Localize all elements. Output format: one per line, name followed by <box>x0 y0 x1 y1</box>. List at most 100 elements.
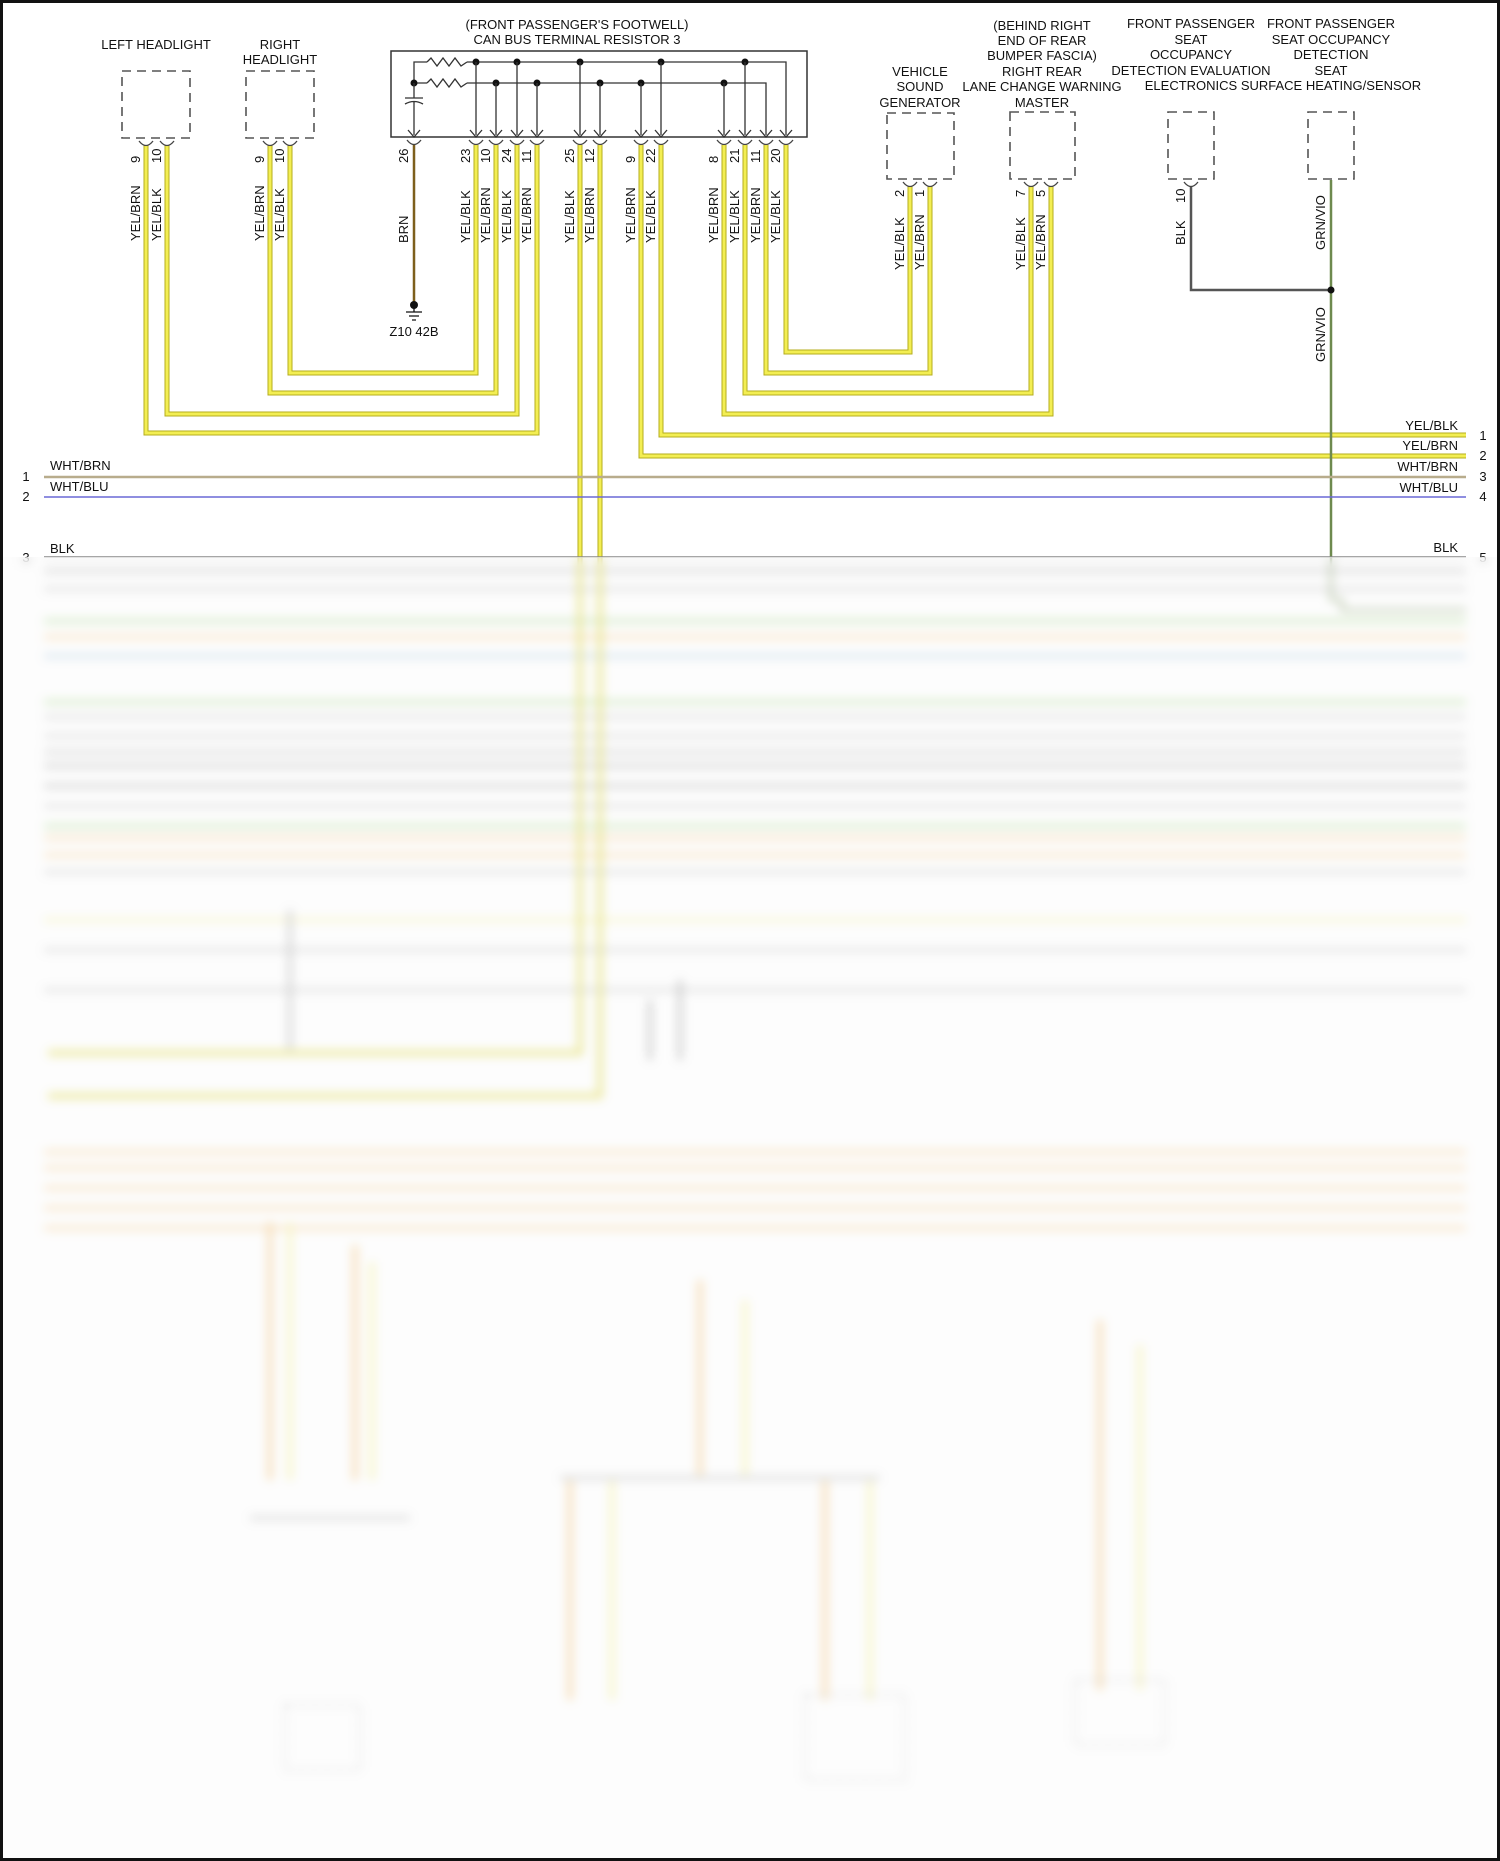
connector-pin-icon <box>716 139 732 146</box>
connector-pin-icon <box>282 140 298 147</box>
pin-arrow-icon <box>717 129 731 138</box>
ground-icon <box>406 305 422 321</box>
can-bus-wire-edge <box>287 145 479 376</box>
lane-change-warning-master-label: LANE CHANGE WARNING <box>962 79 1121 94</box>
left-connector-wire-label: WHT/BLU <box>50 479 109 494</box>
occupancy-evaluation-label: SEAT <box>1175 32 1208 47</box>
can-bus-wire-edge <box>267 145 499 396</box>
pin-number: 10 <box>478 149 493 163</box>
labels: LEFT HEADLIGHT 9 YEL/BRN 10 YEL/BLK RIGHTHEAD… <box>22 16 1486 565</box>
components <box>121 50 1355 321</box>
can-resistor-label: CAN BUS TERMINAL RESISTOR 3 <box>473 32 680 47</box>
pin-arrow-icon <box>469 129 483 138</box>
wire-color-label: BLK <box>1173 220 1188 245</box>
connector-pin-icon <box>633 139 649 146</box>
vehicle-sound-generator-label: GENERATOR <box>879 95 960 110</box>
wire-color-label: YEL/BLK <box>499 190 514 243</box>
wire-color-label: YEL/BLK <box>458 190 473 243</box>
occupancy-evaluation-label: DETECTION EVALUATION <box>1111 63 1270 78</box>
pin-arrow-icon <box>407 129 421 138</box>
can-bus-wire <box>144 145 539 435</box>
can-bus-wire <box>784 145 912 354</box>
capacitor-icon <box>404 83 424 135</box>
occupancy-evaluation-label: FRONT PASSENGER <box>1127 16 1255 31</box>
right-headlight-label: HEADLIGHT <box>243 52 317 67</box>
pin-number: 12 <box>582 149 597 163</box>
can-bus-wire <box>764 145 932 375</box>
can-bus-wire <box>165 145 519 416</box>
pin-arrow-icon <box>489 129 503 138</box>
pin-number: 9 <box>128 156 143 163</box>
seat-sensor-label: SEAT <box>1315 63 1348 78</box>
resistor-icon <box>426 56 468 68</box>
connector-pin-icon <box>509 139 525 146</box>
wire-color-label: YEL/BLK <box>643 190 658 243</box>
connector-pin-icon <box>1023 181 1039 188</box>
wire-color-label: YEL/BLK <box>768 190 783 243</box>
wire-color-label: YEL/BRN <box>1033 214 1048 270</box>
pin-number: 8 <box>706 156 721 163</box>
wire-color-label: YEL/BLK <box>149 188 164 241</box>
wire-color-label: YEL/BRN <box>478 187 493 243</box>
can-high-line <box>467 61 787 135</box>
right-connector-pin-number: 3 <box>1479 469 1486 484</box>
pin-number: 9 <box>623 156 638 163</box>
right-connector-wire-label: WHT/BLU <box>1400 480 1459 495</box>
connector-pin-icon <box>1043 181 1059 188</box>
can-bus-wire <box>722 145 1053 416</box>
wire-color-label: BRN <box>396 216 411 243</box>
connector-pin-icon <box>758 139 774 146</box>
lane-change-warning-master-label: MASTER <box>1015 95 1069 110</box>
right-headlight-label: RIGHT <box>260 37 301 52</box>
pin-arrow-icon <box>573 129 587 138</box>
wire-color-label: YEL/BLK <box>892 217 907 270</box>
wire-color-label: YEL/BRN <box>748 187 763 243</box>
pin-number: 10 <box>1173 189 1188 203</box>
wire-color-label: YEL/BRN <box>623 187 638 243</box>
wire-color-label: YEL/BRN <box>252 185 267 241</box>
pin-number: 9 <box>252 156 267 163</box>
wire-color-label: YEL/BRN <box>519 187 534 243</box>
pin-number: 7 <box>1013 190 1028 197</box>
wire-color-label: GRN/VIO <box>1313 195 1328 250</box>
lane-change-warning-master-label: RIGHT REAR <box>1002 64 1082 79</box>
left-connector-pin-number: 1 <box>22 469 29 484</box>
pin-number: 21 <box>727 149 742 163</box>
seat-sensor-label: DETECTION <box>1293 47 1368 62</box>
connector-pin-icon <box>138 140 154 147</box>
connector-pin-icon <box>529 139 545 146</box>
splice-dot <box>1327 286 1335 294</box>
connector-pin-icon <box>406 139 422 146</box>
pin-number: 20 <box>768 149 783 163</box>
can-resistor-label: (FRONT PASSENGER'S FOOTWELL) <box>465 17 688 32</box>
can-low-line <box>414 82 767 135</box>
lane-change-warning-master-box <box>1009 111 1076 180</box>
connector-pin-icon <box>159 140 175 147</box>
wire-color-label: YEL/BRN <box>912 214 927 270</box>
right-connector-pin-number: 4 <box>1479 489 1486 504</box>
connector-pin-icon <box>902 181 918 188</box>
vehicle-sound-generator-label: VEHICLE <box>892 64 948 79</box>
left-headlight-label: LEFT HEADLIGHT <box>101 37 211 52</box>
pin-number: 2 <box>892 190 907 197</box>
pin-arrow-icon <box>654 129 668 138</box>
can-bus-wire <box>743 145 1033 395</box>
wire-color-label: YEL/BLK <box>727 190 742 243</box>
occupancy-evaluation-box <box>1167 111 1215 180</box>
lane-change-warning-master-label: BUMPER FASCIA) <box>987 48 1097 63</box>
seat-sensor-box <box>1307 111 1355 180</box>
pin-number: 11 <box>519 150 534 164</box>
pin-number: 23 <box>458 149 473 163</box>
pin-number: 10 <box>272 149 287 163</box>
pin-arrow-icon <box>510 129 524 138</box>
connector-pin-icon <box>737 139 753 146</box>
pin-arrow-icon <box>634 129 648 138</box>
right-connector-wire-label: YEL/BLK <box>1405 418 1458 433</box>
seat-sensor-label: SURFACE HEATING/SENSOR <box>1241 78 1421 93</box>
connector-pin-icon <box>592 139 608 146</box>
pin-arrow-icon <box>759 129 773 138</box>
right-connector-wire-label: YEL/BRN <box>1402 438 1458 453</box>
connector-pin-icon <box>778 139 794 146</box>
blk-wire <box>1189 186 1331 292</box>
